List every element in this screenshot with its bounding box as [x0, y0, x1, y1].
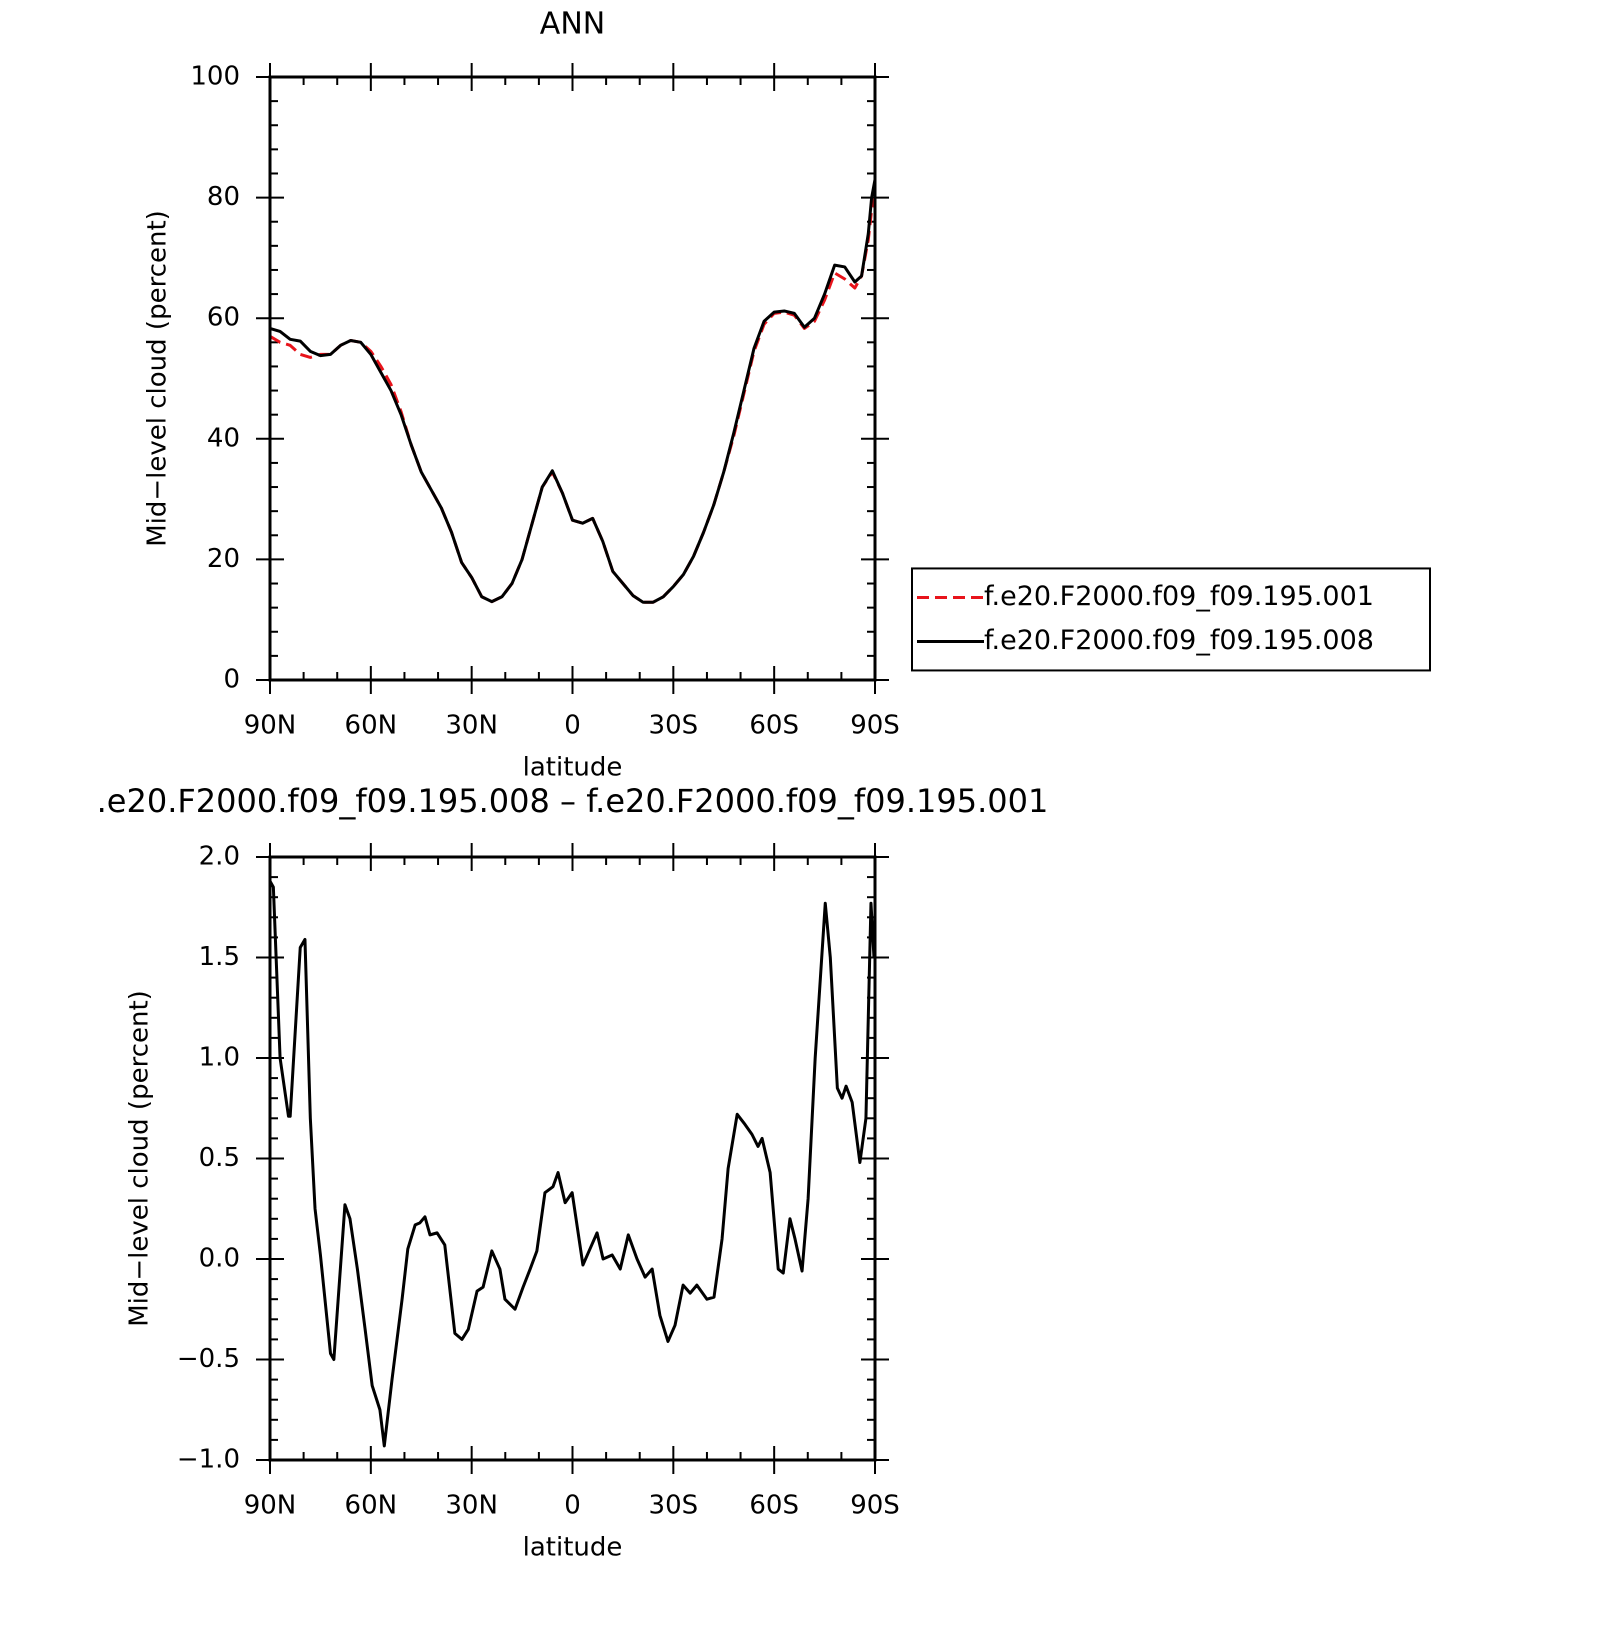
x-tick-label: 30S: [649, 711, 699, 741]
y-tick-label: 40: [207, 423, 240, 453]
x-tick-label: 30N: [445, 711, 498, 741]
y-tick-label: 0: [223, 665, 240, 695]
plot-frame: [268, 75, 877, 682]
x-tick-label: 90S: [850, 1491, 900, 1521]
data-line: [268, 880, 876, 1448]
y-tick-label: 1.0: [199, 1043, 240, 1073]
x-tick-label: 90S: [850, 711, 900, 741]
legend-label: f.e20.F2000.f09_f09.195.008: [984, 625, 1374, 656]
x-tick-label: 90N: [244, 1491, 297, 1521]
x-tick-label: 60S: [749, 1491, 799, 1521]
legend-label: f.e20.F2000.f09_f09.195.001: [984, 581, 1374, 612]
y-tick-label: 20: [207, 544, 240, 574]
y-axis-label: Mid−level cloud (percent): [143, 210, 173, 547]
y-tick-label: 1.5: [199, 942, 240, 972]
x-tick-label: 0: [564, 1491, 581, 1521]
x-axis-label: latitude: [523, 753, 623, 783]
y-tick-label: 0.5: [199, 1143, 240, 1173]
plot-frame: [268, 855, 877, 1462]
y-tick-label: 2.0: [199, 842, 240, 872]
y-tick-label: −1.0: [177, 1445, 240, 1475]
data-line: [269, 197, 877, 604]
x-tick-label: 60S: [749, 711, 799, 741]
legend-box: [911, 567, 1431, 672]
y-tick-label: 0.0: [199, 1244, 240, 1274]
y-tick-label: −0.5: [177, 1344, 240, 1374]
x-tick-label: 60N: [345, 1491, 398, 1521]
chart-title: .e20.F2000.f09_f09.195.008 – f.e20.F2000…: [97, 782, 1049, 820]
x-tick-label: 30N: [445, 1491, 498, 1521]
x-tick-label: 60N: [345, 711, 398, 741]
y-axis-label: Mid−level cloud (percent): [125, 990, 155, 1327]
x-tick-label: 90N: [244, 711, 297, 741]
data-line: [269, 179, 877, 604]
y-tick-label: 100: [190, 62, 240, 92]
x-tick-label: 30S: [649, 1491, 699, 1521]
x-axis-label: latitude: [523, 1533, 623, 1563]
x-tick-label: 0: [564, 711, 581, 741]
y-tick-label: 80: [207, 182, 240, 212]
y-tick-label: 60: [207, 303, 240, 333]
chart-title: ANN: [540, 7, 605, 42]
